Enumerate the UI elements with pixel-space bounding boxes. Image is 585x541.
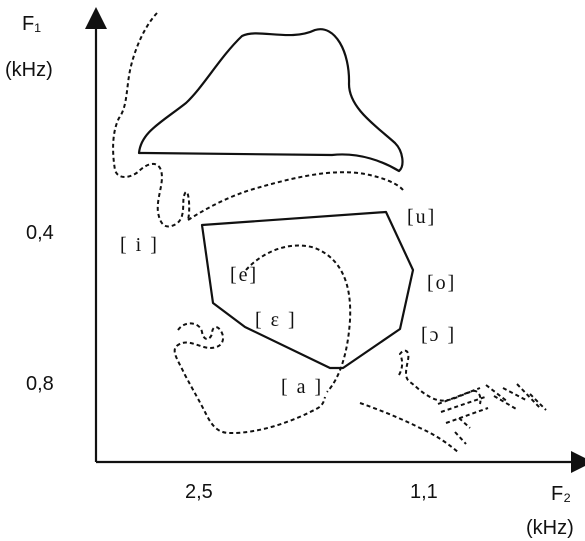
dashed-contour-tongue-body bbox=[245, 244, 352, 393]
vowel-label-open-o: [ɔ ] bbox=[421, 324, 456, 346]
y-tick-label-0-4: 0,4 bbox=[26, 222, 54, 244]
y-tick-label-0-8: 0,8 bbox=[26, 373, 54, 395]
dashed-contour-lower-left bbox=[173, 322, 326, 435]
dashed-hatch-5 bbox=[458, 417, 471, 429]
dashed-hatch-6 bbox=[485, 384, 509, 403]
vowel-label-a: [ a ] bbox=[281, 376, 323, 398]
dashed-contour-bottom-right bbox=[359, 402, 459, 453]
upper-solid-contour bbox=[137, 28, 404, 173]
vowel-quadrilateral bbox=[200, 210, 415, 370]
vowel-label-o: [o] bbox=[427, 272, 456, 294]
x-axis-unit: (kHz) bbox=[526, 517, 574, 539]
dashed-hatch-3 bbox=[445, 407, 489, 424]
dashed-hatch-1 bbox=[437, 387, 481, 405]
vowel-label-i: [ i ] bbox=[120, 234, 159, 256]
y-axis-label: F₁ bbox=[22, 13, 41, 35]
vowel-label-e: [e] bbox=[230, 264, 258, 286]
vowel-label-epsilon: [ ɛ ] bbox=[255, 309, 297, 331]
y-axis-unit: (kHz) bbox=[5, 59, 53, 81]
dashed-hatch-2 bbox=[440, 396, 486, 413]
dashed-hatch-8 bbox=[502, 387, 527, 401]
x-axis-label: F₂ bbox=[551, 483, 571, 505]
dashed-contour-upper-arc bbox=[187, 171, 404, 221]
dashed-hatch-10 bbox=[529, 393, 547, 411]
dashed-contour-lower-right bbox=[398, 349, 482, 405]
vowel-label-u: [u] bbox=[407, 206, 436, 228]
dashed-hatch-4 bbox=[454, 431, 467, 445]
x-tick-label-1-1: 1,1 bbox=[410, 481, 438, 503]
dashed-hatch-7 bbox=[493, 395, 519, 411]
x-tick-label-2-5: 2,5 bbox=[185, 481, 213, 503]
dashed-contour-top-left bbox=[112, 12, 191, 228]
dashed-hatch-9 bbox=[516, 383, 541, 409]
